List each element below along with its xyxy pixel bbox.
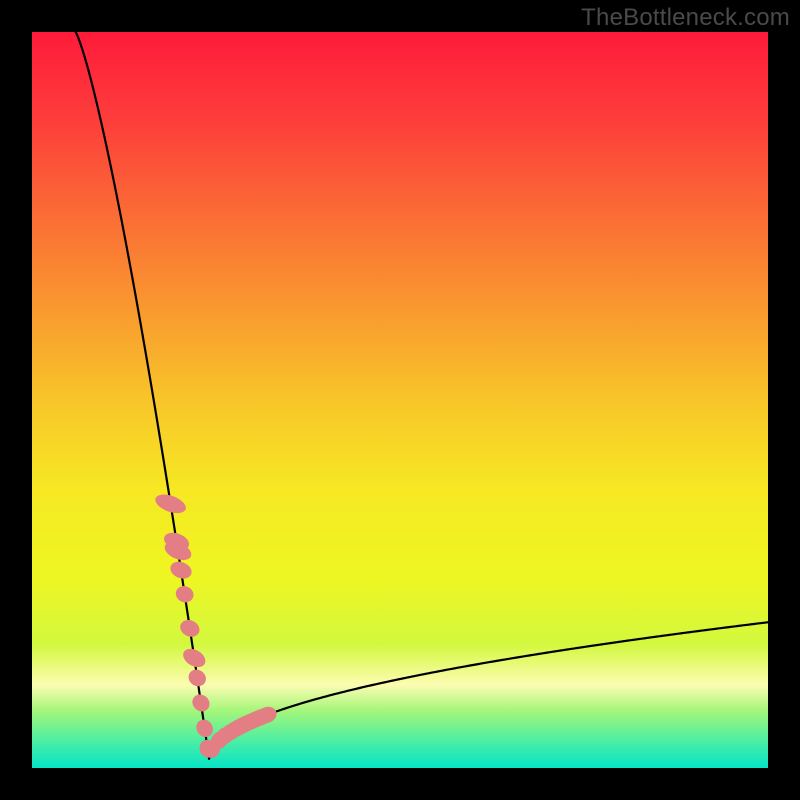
plot-background <box>30 30 770 770</box>
watermark-text: TheBottleneck.com <box>581 4 790 32</box>
